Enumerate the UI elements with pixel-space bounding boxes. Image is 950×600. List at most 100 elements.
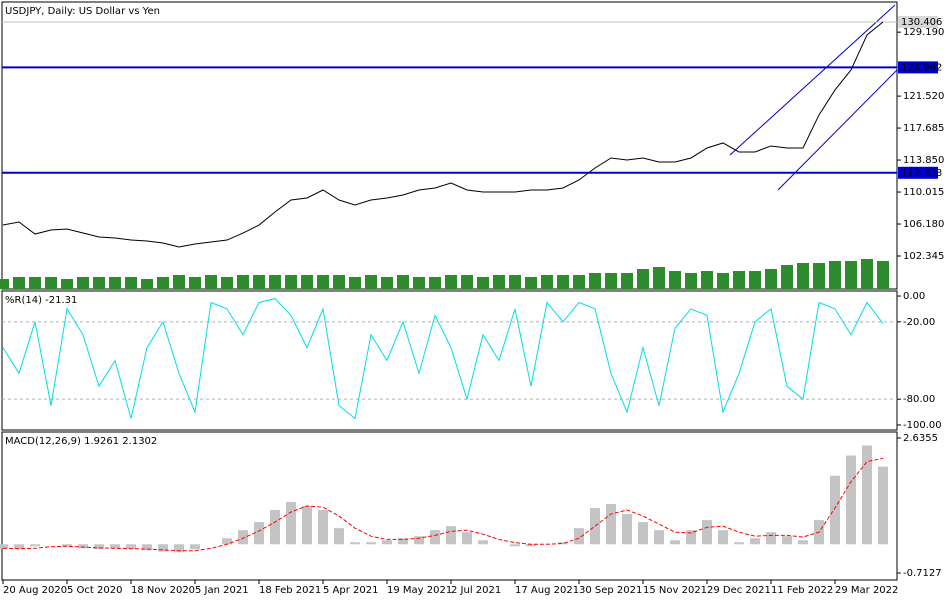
y-tick-label: 129.190: [903, 27, 944, 38]
volume-bar: [701, 271, 713, 289]
x-tick-label: 20 Aug 2020: [3, 585, 67, 596]
volume-bar: [781, 265, 793, 289]
histogram-bar: [158, 544, 168, 552]
volume-bar: [429, 277, 441, 289]
y-tick-label: 113.850: [903, 155, 944, 166]
volume-bar: [0, 279, 9, 289]
volume-bar: [637, 269, 649, 289]
volume-bar: [317, 275, 329, 289]
volume-bar: [77, 277, 89, 289]
histogram-bar: [430, 530, 440, 545]
volume-bar: [509, 275, 521, 289]
histogram-bar: [606, 503, 616, 545]
last-price-box: [898, 15, 938, 28]
volume-bar: [797, 263, 809, 289]
volume-bar: [365, 275, 377, 289]
x-tick-label: 18 Feb 2021: [259, 585, 321, 596]
volume-bar: [349, 277, 361, 289]
histogram-bar: [62, 544, 72, 547]
histogram-bar: [446, 526, 456, 545]
panel-title: USDJPY, Daily: US Dollar vs Yen: [5, 6, 160, 17]
histogram-bar: [686, 530, 696, 545]
volume-bar: [717, 273, 729, 289]
panel-title: %R(14) -21.31: [5, 295, 77, 306]
x-tick-label: 19 May 2021: [387, 585, 452, 596]
level-label: 124.962: [901, 62, 942, 73]
volume-bar: [157, 277, 169, 289]
histogram-bar: [0, 544, 8, 549]
x-tick-label: 2 Jul 2021: [451, 585, 501, 596]
x-tick-label: 5 Apr 2021: [323, 585, 378, 596]
volume-bar: [573, 275, 585, 289]
y-tick-label: 2.6355: [903, 433, 938, 444]
level-box: [898, 61, 938, 74]
channel-lower: [777, 69, 898, 191]
volume-bar: [13, 277, 25, 289]
volume-bar: [829, 261, 841, 289]
x-tick-label: 29 Dec 2021: [707, 585, 771, 596]
volume-bar: [109, 277, 121, 289]
histogram-bar: [302, 505, 312, 545]
histogram-bar: [718, 530, 728, 545]
volume-bar: [845, 261, 857, 289]
y-tick-label: -0.7127: [903, 568, 942, 579]
histogram-bar: [254, 522, 264, 545]
histogram-bar: [238, 530, 248, 545]
x-tick-label: 5 Jan 2021: [195, 585, 249, 596]
volume-bar: [685, 273, 697, 289]
histogram-bar: [334, 528, 344, 545]
histogram-bar: [30, 544, 40, 547]
volume-bar: [477, 277, 489, 289]
panel-frame: [1, 431, 898, 581]
volume-bar: [493, 275, 505, 289]
volume-bar: [541, 275, 553, 289]
y-tick-label: 106.180: [903, 219, 944, 230]
x-tick-label: 11 Feb 2022: [771, 585, 833, 596]
panel-frame: [1, 290, 898, 431]
histogram-bar: [574, 528, 584, 545]
histogram-bar: [638, 522, 648, 545]
x-tick-label: 5 Oct 2020: [67, 585, 122, 596]
histogram-bar: [222, 538, 232, 545]
volume-bar: [333, 275, 345, 289]
volume-bar: [861, 259, 873, 289]
histogram-bar: [590, 507, 600, 545]
y-tick-label: 0.00: [903, 291, 925, 302]
y-tick-label: 110.015: [903, 187, 944, 198]
volume-bar: [557, 275, 569, 289]
volume-bar: [29, 277, 41, 289]
volume-bar: [381, 277, 393, 289]
level-label: 112.323: [901, 168, 942, 179]
histogram-bar: [14, 544, 24, 550]
volume-bar: [877, 261, 889, 289]
y-tick-label: 102.345: [903, 251, 944, 262]
volume-bar: [445, 275, 457, 289]
volume-bar: [221, 277, 233, 289]
histogram-bar: [270, 509, 280, 545]
oscillator-line: [2, 298, 884, 420]
x-tick-label: 15 Nov 2021: [643, 585, 707, 596]
volume-bar: [61, 279, 73, 289]
histogram-bar: [750, 538, 760, 545]
histogram-bar: [398, 538, 408, 545]
histogram-bar: [110, 544, 120, 549]
histogram-bar: [366, 542, 376, 545]
volume-bar: [93, 277, 105, 289]
histogram-bar: [478, 540, 488, 545]
panel-title: MACD(12,26,9) 1.9261 2.1302: [5, 436, 157, 447]
histogram-bar: [318, 509, 328, 545]
histogram-bar: [558, 542, 568, 545]
histogram-bar: [702, 520, 712, 545]
histogram-bar: [190, 544, 200, 550]
histogram-bar: [286, 501, 296, 545]
volume-bar: [413, 277, 425, 289]
volume-bar: [237, 275, 249, 289]
volume-bar: [141, 279, 153, 289]
volume-bar: [733, 271, 745, 289]
x-tick-label: 29 Mar 2022: [835, 585, 898, 596]
histogram-bar: [414, 536, 424, 545]
histogram-bar: [382, 540, 392, 545]
histogram-bar: [510, 544, 520, 547]
